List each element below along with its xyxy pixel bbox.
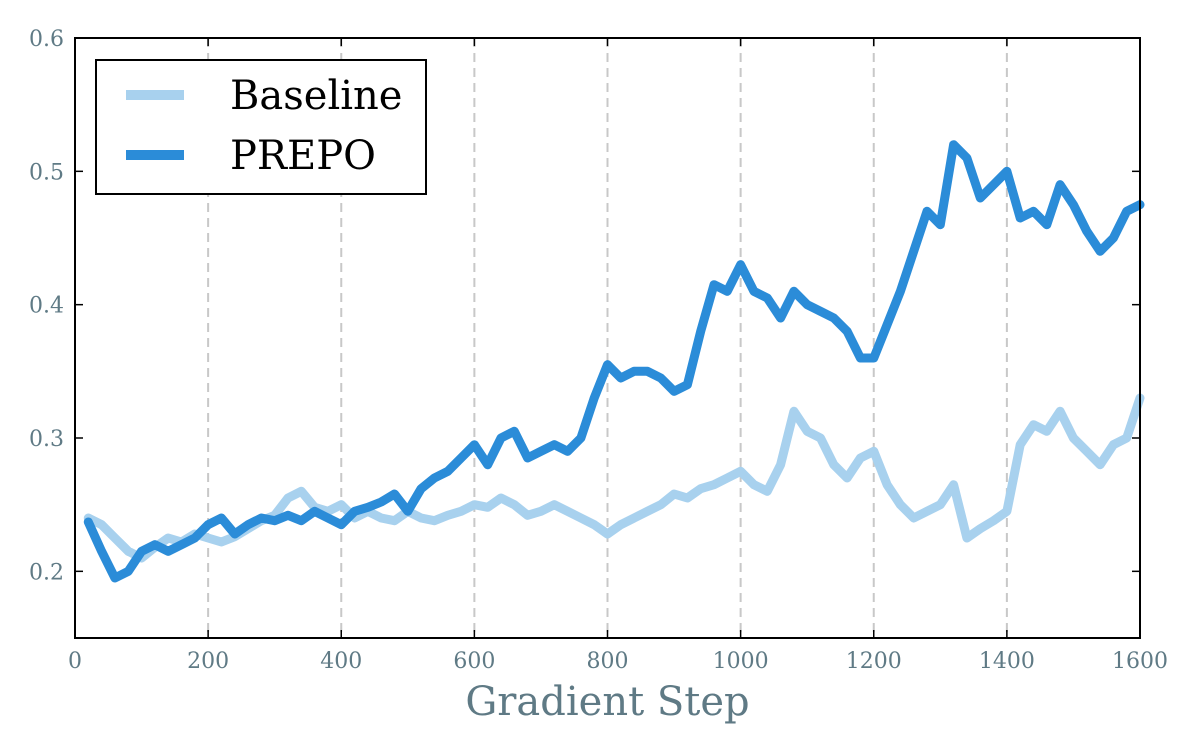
x-tick-label: 1600: [1112, 649, 1168, 674]
series-line-prepo: [83, 140, 1145, 583]
y-tick-label: 0.6: [29, 27, 64, 52]
x-tick-label: 1400: [979, 649, 1035, 674]
x-tick-label: 1200: [846, 649, 902, 674]
x-tick-label: 1000: [713, 649, 769, 674]
x-tick-label: 600: [453, 649, 495, 674]
legend-box: [95, 59, 427, 195]
x-tick-label: 200: [187, 649, 229, 674]
y-tick-label: 0.5: [29, 160, 64, 185]
x-tick-label: 800: [587, 649, 629, 674]
legend: Baseline PREPO: [95, 59, 427, 195]
legend-label-prepo: PREPO: [230, 133, 376, 179]
series-layer: [83, 140, 1145, 583]
tick-layer: 0 200 400 600 800 1000 1200 1400 1600 0.2 0.3 0.4 0.…: [29, 27, 1168, 674]
x-tick-label: 400: [320, 649, 362, 674]
x-axis-title: Gradient Step: [465, 679, 749, 725]
y-tick-label: 0.3: [29, 427, 64, 452]
y-tick-label: 0.4: [29, 294, 64, 319]
x-tick-label: 0: [68, 649, 82, 674]
series-line-baseline: [83, 393, 1145, 563]
legend-label-baseline: Baseline: [230, 73, 402, 119]
y-tick-label: 0.2: [29, 560, 64, 585]
